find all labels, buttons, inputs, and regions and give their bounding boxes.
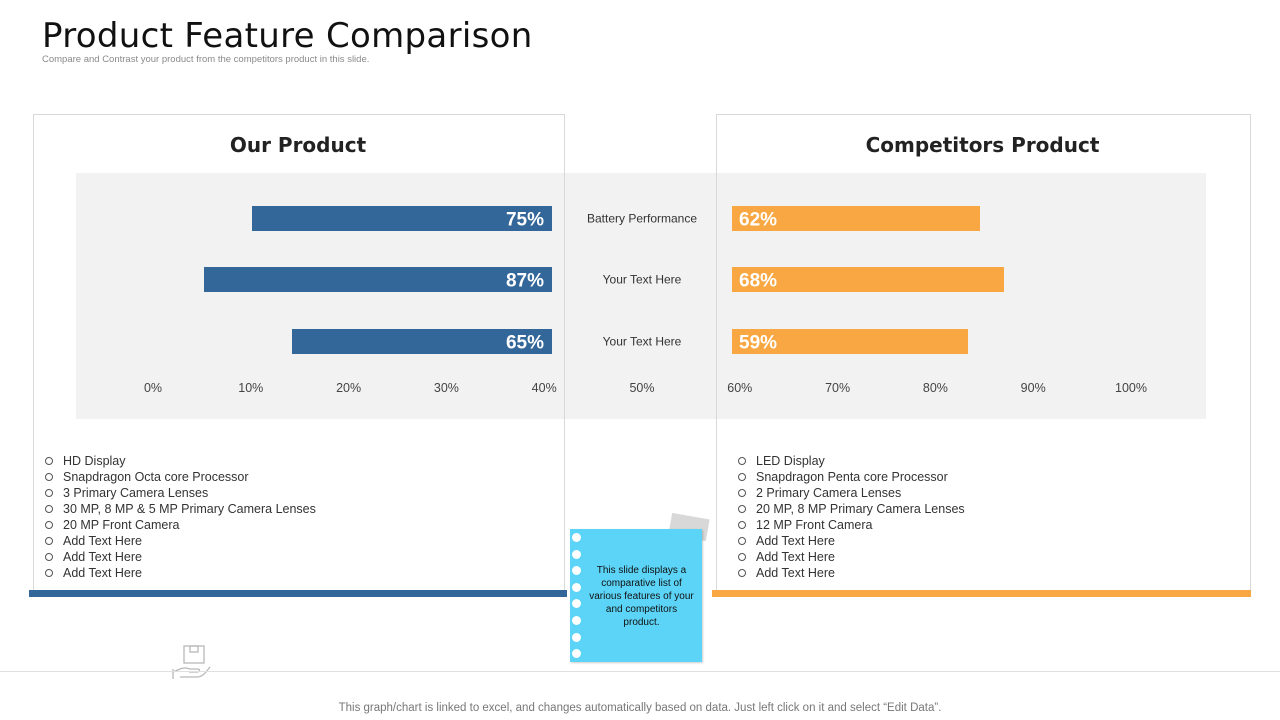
competitors-product-heading: Competitors Product: [865, 133, 1100, 157]
our-feature-item: 30 MP, 8 MP & 5 MP Primary Camera Lenses: [45, 501, 316, 517]
our-feature-item: 3 Primary Camera Lenses: [45, 485, 316, 501]
our-product-underline: [29, 590, 567, 597]
competitor-feature-item-text: LED Display: [756, 454, 825, 468]
bullet-icon: [45, 504, 53, 513]
footer-note: This graph/chart is linked to excel, and…: [338, 702, 942, 714]
bullet-icon: [45, 520, 53, 529]
our-feature-item: HD Display: [45, 453, 316, 469]
bullet-icon: [738, 520, 746, 529]
bullet-icon: [738, 504, 746, 513]
competitor-feature-item-text: 20 MP, 8 MP Primary Camera Lenses: [756, 502, 965, 516]
our-feature-item-text: HD Display: [63, 454, 126, 468]
our-feature-item-text: 30 MP, 8 MP & 5 MP Primary Camera Lenses: [63, 502, 316, 516]
bullet-icon: [738, 488, 746, 497]
our-feature-item: Add Text Here: [45, 549, 316, 565]
our-feature-item: Add Text Here: [45, 565, 316, 581]
competitor-feature-item-text: Add Text Here: [756, 534, 835, 548]
our-feature-item: Add Text Here: [45, 533, 316, 549]
our-feature-item-text: Add Text Here: [63, 566, 142, 580]
our-feature-item-text: Snapdragon Octa core Processor: [63, 470, 249, 484]
bullet-icon: [738, 456, 746, 465]
bullet-icon: [738, 568, 746, 577]
our-feature-item-text: 20 MP Front Camera: [63, 518, 180, 532]
bullet-icon: [45, 488, 53, 497]
bullet-icon: [738, 472, 746, 481]
sticky-note: This slide displays a comparative list o…: [570, 529, 702, 662]
competitors-feature-list: LED Display Snapdragon Penta core Process…: [738, 453, 965, 581]
bullet-icon: [45, 456, 53, 465]
bullet-icon: [45, 536, 53, 545]
bullet-icon: [738, 552, 746, 561]
our-feature-item: Snapdragon Octa core Processor: [45, 469, 316, 485]
competitor-feature-item: 12 MP Front Camera: [738, 517, 965, 533]
competitor-feature-item-text: 2 Primary Camera Lenses: [756, 486, 902, 500]
competitor-feature-item: Snapdragon Penta core Processor: [738, 469, 965, 485]
competitor-feature-item: 20 MP, 8 MP Primary Camera Lenses: [738, 501, 965, 517]
bullet-icon: [45, 472, 53, 481]
our-product-feature-list: HD Display Snapdragon Octa core Processor…: [45, 453, 316, 581]
hand-holding-box-icon: [172, 645, 211, 679]
competitor-feature-item-text: Snapdragon Penta core Processor: [756, 470, 948, 484]
competitor-feature-item: LED Display: [738, 453, 965, 469]
note-binding-holes: [572, 533, 582, 666]
footer-divider: [0, 671, 1280, 672]
competitor-feature-item-text: Add Text Here: [756, 550, 835, 564]
bullet-icon: [738, 536, 746, 545]
bullet-icon: [45, 568, 53, 577]
competitor-feature-item: 2 Primary Camera Lenses: [738, 485, 965, 501]
our-feature-item-text: 3 Primary Camera Lenses: [63, 486, 209, 500]
competitor-feature-item-text: 12 MP Front Camera: [756, 518, 873, 532]
note-text: This slide displays a comparative list o…: [589, 565, 694, 628]
competitors-underline: [712, 590, 1251, 597]
our-feature-item: 20 MP Front Camera: [45, 517, 316, 533]
competitor-feature-item: Add Text Here: [738, 565, 965, 581]
our-product-heading: Our Product: [229, 133, 367, 157]
our-feature-item-text: Add Text Here: [63, 550, 142, 564]
competitor-feature-item: Add Text Here: [738, 549, 965, 565]
slide-subtitle: Compare and Contrast your product from t…: [42, 54, 370, 65]
slide-title: Product Feature Comparison: [42, 16, 533, 56]
competitor-feature-item: Add Text Here: [738, 533, 965, 549]
competitor-feature-item-text: Add Text Here: [756, 566, 835, 580]
bullet-icon: [45, 552, 53, 561]
our-feature-item-text: Add Text Here: [63, 534, 142, 548]
